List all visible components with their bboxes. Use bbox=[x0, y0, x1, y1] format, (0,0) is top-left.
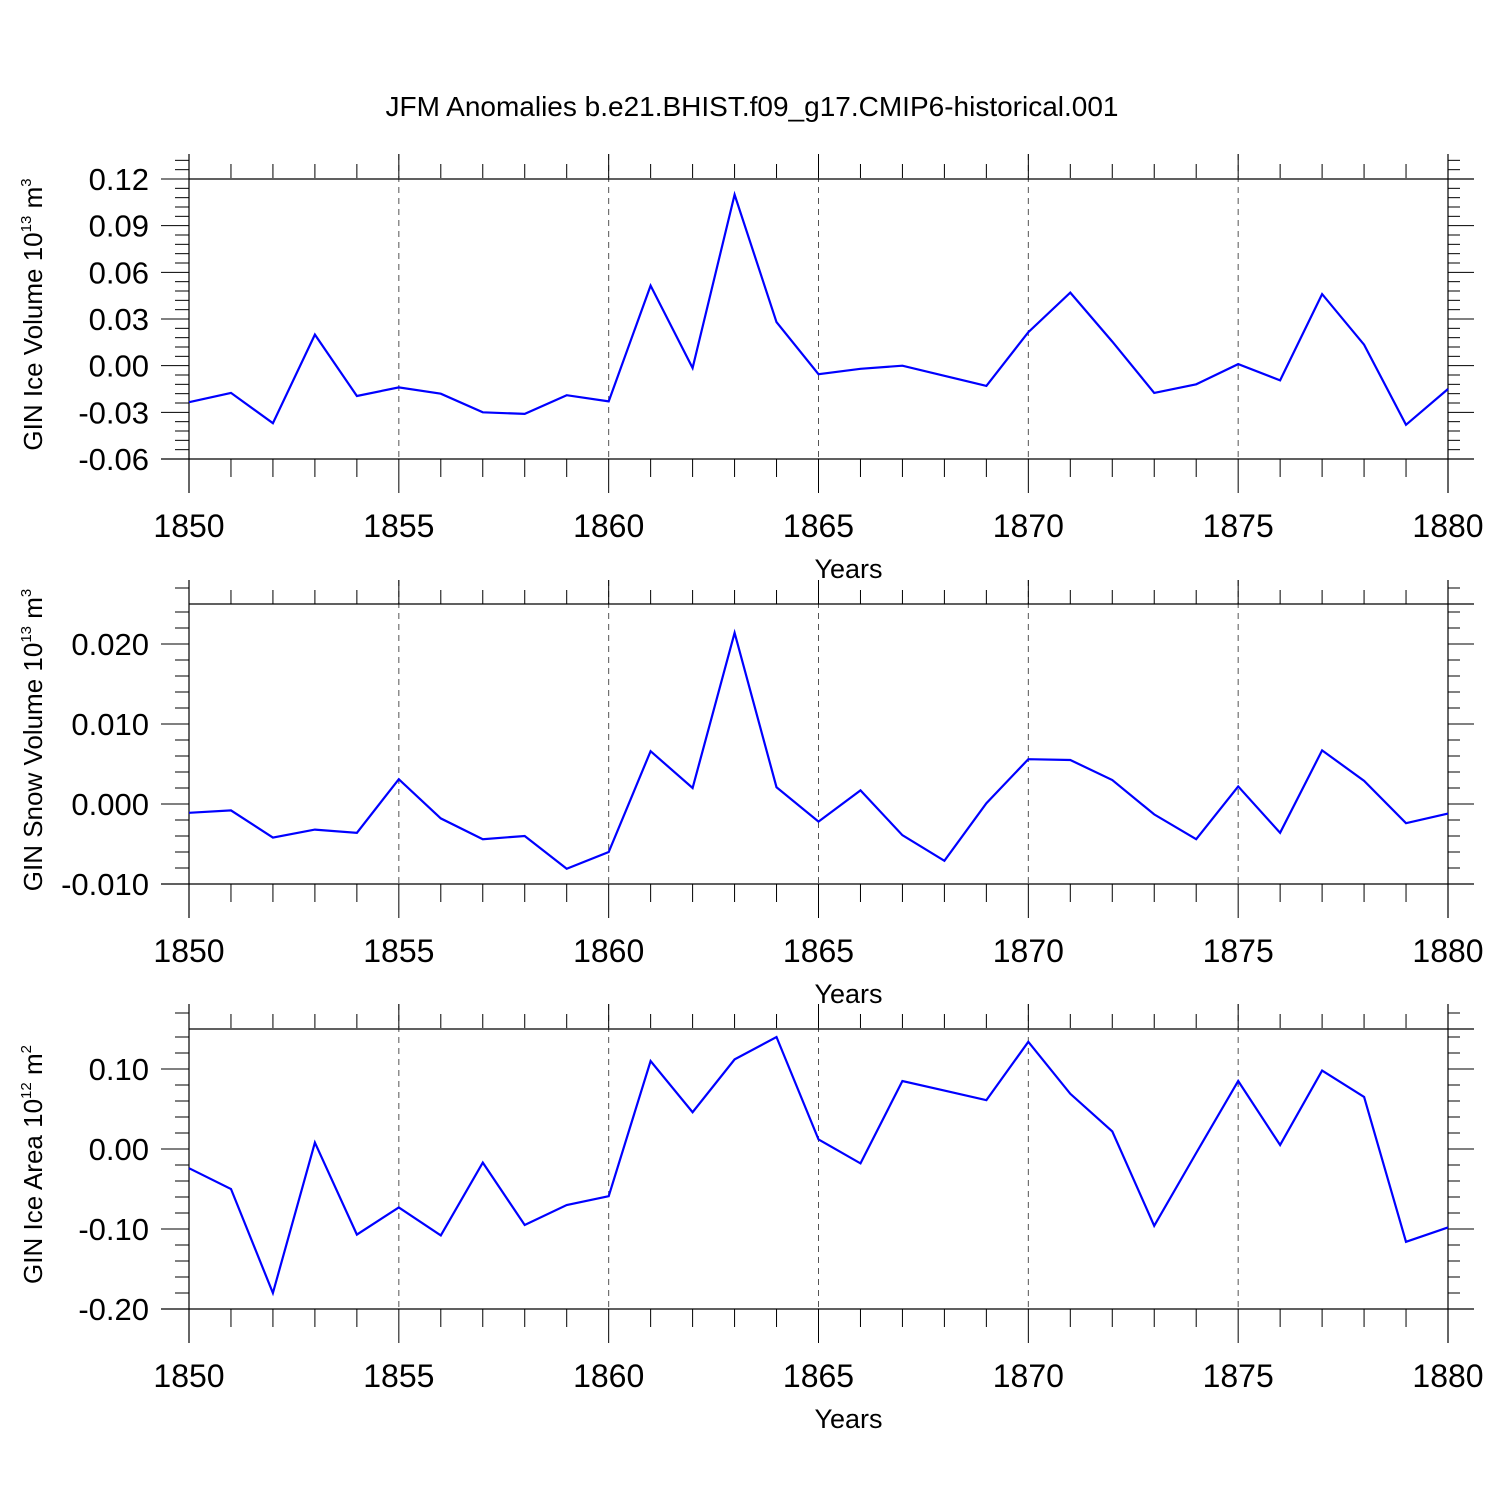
series-line bbox=[188, 628, 1449, 871]
x-tick-label: 1865 bbox=[783, 1358, 854, 1394]
figure-title: JFM Anomalies b.e21.BHIST.f09_g17.CMIP6-… bbox=[385, 91, 1118, 122]
y-tick-label: -0.010 bbox=[61, 867, 149, 902]
y-tick-label: 0.10 bbox=[89, 1052, 149, 1087]
x-tick-label: 1855 bbox=[363, 508, 434, 544]
x-tick-label: 1875 bbox=[1203, 933, 1274, 969]
x-tick-label: 1880 bbox=[1412, 933, 1483, 969]
panel-snow-volume: -0.010 0.000 0.010 0.020 1850 1855 1860 1865 187… bbox=[18, 580, 1484, 1009]
y-tick-label: 0.06 bbox=[89, 255, 149, 290]
y-tick-label: 0.010 bbox=[71, 707, 149, 742]
x-tick-label: 1860 bbox=[573, 933, 644, 969]
y-axis-label: GIN Ice Area 1012 m2 bbox=[18, 1045, 48, 1284]
x-tick-label: 1880 bbox=[1412, 508, 1483, 544]
x-tick-label: 1870 bbox=[993, 1358, 1064, 1394]
panel-ice-volume: -0.06 -0.03 0.00 0.03 0.06 0.09 0.12 1850 1855 18… bbox=[18, 154, 1484, 584]
y-tick-label: 0.00 bbox=[89, 349, 149, 384]
x-tick-label: 1850 bbox=[153, 933, 224, 969]
y-tick-label: 0.09 bbox=[89, 209, 149, 244]
series-line bbox=[188, 190, 1449, 427]
y-axis-label: GIN Snow Volume 1013 m3 bbox=[18, 589, 48, 892]
x-tick-label: 1875 bbox=[1203, 508, 1274, 544]
x-tick-label: 1855 bbox=[363, 933, 434, 969]
y-tick-label: 0.03 bbox=[89, 302, 149, 337]
x-tick-label: 1875 bbox=[1203, 1358, 1274, 1394]
panel-ice-area: -0.20 -0.10 0.00 0.10 1850 1855 1860 1865 1870 18… bbox=[18, 1004, 1484, 1434]
y-tick-label: -0.03 bbox=[78, 395, 149, 430]
y-tick-label: -0.10 bbox=[78, 1212, 149, 1247]
x-axis-label: Years bbox=[814, 979, 882, 1009]
x-tick-label: 1865 bbox=[783, 933, 854, 969]
x-tick-label: 1870 bbox=[993, 508, 1064, 544]
x-axis-label: Years bbox=[814, 1404, 882, 1434]
x-tick-label: 1870 bbox=[993, 933, 1064, 969]
y-tick-label: 0.020 bbox=[71, 627, 149, 662]
x-tick-label: 1850 bbox=[153, 508, 224, 544]
y-tick-label: -0.06 bbox=[78, 442, 149, 477]
x-tick-label: 1865 bbox=[783, 508, 854, 544]
y-tick-label: 0.000 bbox=[71, 787, 149, 822]
series-line bbox=[188, 1035, 1449, 1297]
x-tick-label: 1880 bbox=[1412, 1358, 1483, 1394]
y-tick-label: 0.00 bbox=[89, 1132, 149, 1167]
y-tick-label: -0.20 bbox=[78, 1292, 149, 1327]
x-tick-label: 1860 bbox=[573, 1358, 644, 1394]
x-tick-label: 1855 bbox=[363, 1358, 434, 1394]
x-axis-label: Years bbox=[814, 554, 882, 584]
x-tick-label: 1860 bbox=[573, 508, 644, 544]
x-tick-label: 1850 bbox=[153, 1358, 224, 1394]
y-tick-label: 0.12 bbox=[89, 162, 149, 197]
y-axis-label: GIN Ice Volume 1013 m3 bbox=[18, 178, 48, 450]
